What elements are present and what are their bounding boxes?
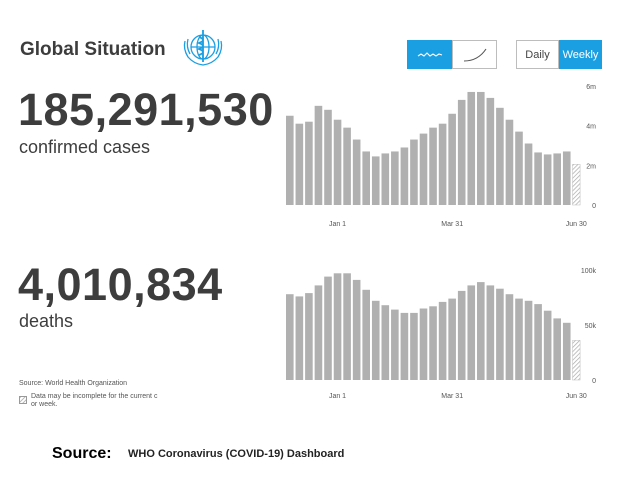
weekly-button[interactable]: Weekly <box>559 40 602 69</box>
incomplete-bar <box>572 164 581 206</box>
scale-toggle <box>407 40 497 69</box>
incomplete-note-line1: Data may be incomplete for the current c <box>31 393 158 400</box>
bar <box>343 127 351 205</box>
bar <box>410 312 418 380</box>
log-scale-button[interactable] <box>452 40 497 69</box>
bar <box>305 293 313 380</box>
bar <box>362 151 370 205</box>
incomplete-bar <box>572 340 581 381</box>
bar <box>295 123 304 205</box>
bar <box>534 304 542 380</box>
deaths-label: deaths <box>19 311 74 331</box>
bar <box>419 308 428 380</box>
bar <box>324 109 332 205</box>
bar <box>543 154 552 205</box>
y-tick-label: 100k <box>581 268 597 275</box>
bar <box>429 127 437 205</box>
x-tick-label: Jun 30 <box>566 393 587 400</box>
wave-line-icon <box>417 51 442 57</box>
bar <box>553 153 561 205</box>
bar <box>410 139 418 205</box>
y-tick-label: 4m <box>586 124 596 131</box>
bar <box>333 119 342 205</box>
deaths-bar-chart: 0 50k 100k Jan 1 Mar 31 Jun 30 <box>286 268 597 400</box>
source-note: Source: World Health Organization <box>19 380 128 387</box>
linear-scale-button[interactable] <box>407 40 452 69</box>
bar <box>286 115 294 205</box>
daily-button[interactable]: Daily <box>516 40 559 69</box>
bar <box>477 91 485 205</box>
period-toggle: Daily Weekly <box>516 40 602 69</box>
y-tick-label: 0 <box>592 203 596 210</box>
who-logo-icon <box>183 30 223 66</box>
bar <box>562 322 571 380</box>
bar <box>314 105 323 205</box>
bar <box>543 310 552 380</box>
bar <box>438 123 447 205</box>
bar <box>553 318 561 380</box>
incomplete-data-swatch <box>19 396 27 404</box>
bar <box>477 282 485 380</box>
bar <box>343 273 351 380</box>
bar <box>486 285 495 380</box>
bar <box>534 152 542 205</box>
bar <box>467 91 476 205</box>
bar <box>400 147 409 205</box>
x-tick-label: Jun 30 <box>566 221 587 228</box>
bar <box>286 294 294 380</box>
bar <box>419 133 428 205</box>
curve-line-icon <box>463 48 486 62</box>
page-title: Global Situation <box>20 39 166 60</box>
bar <box>305 121 313 205</box>
bar <box>371 300 380 380</box>
bar <box>496 107 504 205</box>
x-tick-label: Jan 1 <box>329 393 346 400</box>
bar <box>381 153 390 205</box>
bar <box>457 99 466 205</box>
bar <box>314 285 323 380</box>
bar <box>457 290 466 380</box>
confirmed-cases-label: confirmed cases <box>19 137 151 157</box>
footer-source-text: WHO Coronavirus (COVID-19) Dashboard <box>128 448 345 460</box>
bar <box>381 305 390 380</box>
bar <box>324 276 332 380</box>
bar <box>562 151 571 205</box>
bar <box>515 298 523 380</box>
x-tick-label: Mar 31 <box>441 393 463 400</box>
x-tick-label: Mar 31 <box>441 221 463 228</box>
bar <box>496 288 504 380</box>
confirmed-cases-count: 185,291,530 <box>18 84 274 135</box>
bar <box>400 312 409 380</box>
bar <box>429 306 437 380</box>
y-tick-label: 0 <box>592 378 596 385</box>
y-tick-label: 6m <box>586 84 596 91</box>
bar <box>448 113 456 205</box>
bar <box>524 300 533 380</box>
footer-source-label: Source: <box>52 445 112 462</box>
bar <box>352 279 361 380</box>
bar <box>467 285 476 380</box>
bar <box>362 289 370 380</box>
x-tick-label: Jan 1 <box>329 221 346 228</box>
deaths-count: 4,010,834 <box>18 259 223 310</box>
bar <box>391 151 399 205</box>
bar <box>333 273 342 380</box>
incomplete-note-line2: or week. <box>31 401 58 408</box>
y-tick-label: 2m <box>586 163 596 170</box>
bar <box>295 296 304 380</box>
bar <box>448 298 456 380</box>
bar <box>438 301 447 380</box>
bar <box>391 309 399 380</box>
bar <box>505 119 514 205</box>
cases-bar-chart: 0 2m 4m 6m Jan 1 Mar 31 Jun 30 <box>286 84 596 228</box>
bar <box>352 139 361 205</box>
bar <box>486 97 495 205</box>
bar <box>371 156 380 205</box>
bar <box>524 143 533 205</box>
bar <box>515 131 523 205</box>
bar <box>505 294 514 380</box>
y-tick-label: 50k <box>585 323 597 330</box>
